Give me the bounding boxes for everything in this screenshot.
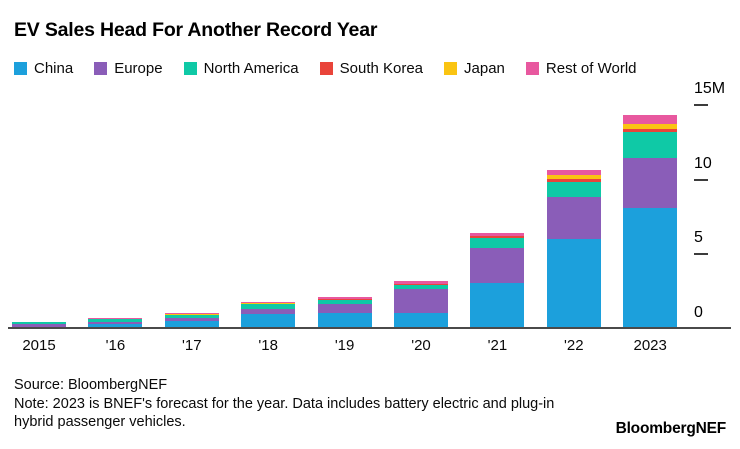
x-tick-label-21: '21	[487, 337, 508, 354]
stacked-bar-19	[317, 297, 372, 329]
bar-segment-europe	[241, 309, 296, 315]
bar-segment-north-america	[88, 319, 143, 322]
legend-item-rest-of-world: Rest of World	[525, 60, 637, 77]
bar-segment-china	[317, 313, 372, 329]
bar-segment-north-america	[164, 314, 219, 318]
bar-segment-china	[470, 283, 525, 329]
legend: China Europe North America South Korea Japan…	[14, 60, 637, 77]
bar-segment-china	[88, 324, 143, 329]
bar-segment-north-america	[12, 322, 66, 325]
bar-segment-north-america	[546, 181, 601, 198]
legend-item-south-korea: South Korea	[319, 60, 424, 77]
legend-item-china: China	[14, 60, 73, 77]
bar-segment-europe	[394, 288, 448, 313]
x-tick-label-20: '20	[411, 337, 431, 354]
bar-segment-europe	[623, 158, 678, 209]
bar-segment-japan	[164, 313, 219, 315]
bloombergnef-logo: BloombergNEF	[615, 420, 727, 437]
bar-segment-europe	[164, 317, 219, 321]
bar-segment-rest-of-world	[241, 302, 296, 303]
stacked-bar-18	[241, 302, 296, 329]
legend-label: South Korea	[339, 60, 424, 77]
bar-segment-south-korea	[394, 284, 448, 285]
legend-label: North America	[203, 60, 299, 77]
bar-segment-japan	[241, 302, 296, 304]
legend-label: Rest of World	[545, 60, 637, 77]
stacked-bar-22	[546, 170, 601, 329]
bar-segment-rest-of-world	[317, 297, 372, 299]
bar-segment-south-korea	[546, 178, 601, 182]
stacked-bar-21	[470, 232, 525, 329]
legend-swatch-icon	[14, 62, 27, 75]
bar-segment-rest-of-world	[546, 170, 601, 176]
bar-segment-china	[546, 239, 601, 329]
bar-segment-china	[164, 320, 219, 329]
y-tick-mark	[694, 104, 708, 106]
x-tick-label-18: '18	[258, 337, 278, 354]
y-tick-label: 0	[694, 304, 703, 321]
y-tick-mark	[694, 253, 708, 256]
stacked-bar-20	[394, 281, 448, 329]
bar-segment-europe	[88, 321, 143, 325]
y-tick-mark	[694, 178, 708, 181]
bar-segment-europe	[12, 324, 66, 327]
bar-segment-china	[623, 208, 678, 329]
legend-swatch-icon	[319, 62, 333, 75]
bar-segment-japan	[546, 175, 601, 179]
y-tick-label: 5	[694, 229, 703, 247]
bar-segment-north-america	[623, 131, 678, 159]
bar-segment-europe	[317, 304, 372, 314]
stacked-bar-2023	[623, 115, 678, 329]
legend-item-europe: Europe	[94, 60, 163, 77]
bar-segment-rest-of-world	[623, 115, 678, 125]
x-tick-label-16: '16	[105, 337, 126, 354]
y-tick-label: 10	[694, 154, 712, 172]
bar-segment-china	[241, 314, 296, 329]
legend-label: Japan	[464, 60, 505, 77]
footer: Source: BloombergNEF Note: 2023 is BNEF'…	[14, 376, 586, 432]
legend-item-north-america: North America	[183, 60, 299, 77]
x-tick-label-22: '22	[564, 337, 584, 354]
chart-title: EV Sales Head For Another Record Year	[14, 19, 378, 41]
plot-area	[8, 105, 680, 329]
bar-segment-rest-of-world	[470, 232, 525, 236]
x-tick-label-17: '17	[182, 337, 202, 354]
footnote: Note: 2023 is BNEF's forecast for the ye…	[14, 395, 555, 431]
source-note: Source: BloombergNEF	[14, 377, 168, 393]
stacked-bar-17	[164, 313, 219, 329]
bar-segment-south-korea	[470, 236, 525, 239]
x-tick-label-2023: 2023	[633, 337, 667, 354]
bar-segment-north-america	[394, 284, 448, 289]
legend-label: China	[34, 60, 74, 77]
x-tick-label-19: '19	[334, 337, 355, 354]
bar-segment-japan	[317, 298, 372, 300]
legend-label: Europe	[114, 60, 163, 77]
x-axis-baseline	[8, 327, 731, 329]
legend-swatch-icon	[444, 62, 458, 75]
bar-segment-north-america	[317, 299, 372, 305]
legend-swatch-icon	[525, 62, 539, 75]
bar-segment-japan	[470, 235, 525, 237]
bar-segment-japan	[394, 283, 448, 285]
x-tick-label-2015: 2015	[22, 337, 56, 354]
bar-segment-japan	[623, 124, 678, 129]
y-tick-label: 15M	[694, 80, 726, 97]
bar-segment-north-america	[241, 303, 296, 310]
bar-segment-europe	[470, 248, 525, 284]
bar-segment-north-america	[470, 238, 525, 249]
bar-segment-china	[394, 312, 448, 329]
bar-segment-europe	[546, 197, 601, 240]
stacked-bar-16	[88, 318, 143, 329]
legend-item-japan: Japan	[444, 60, 505, 77]
bar-segment-rest-of-world	[394, 281, 448, 284]
legend-swatch-icon	[183, 62, 197, 75]
legend-swatch-icon	[94, 62, 108, 75]
bar-segment-south-korea	[623, 128, 678, 132]
